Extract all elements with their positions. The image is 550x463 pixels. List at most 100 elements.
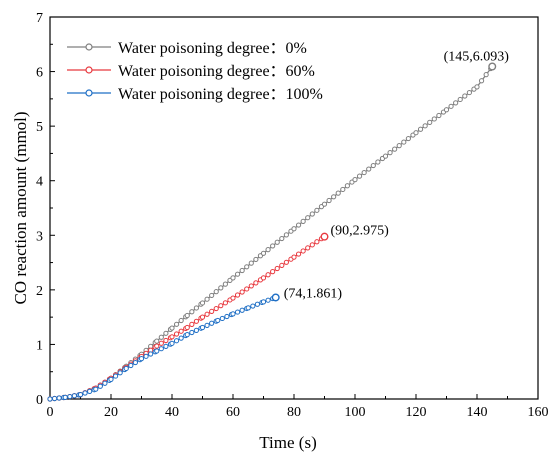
series-0-point-80	[375, 159, 381, 165]
series-0-point-82	[382, 153, 389, 159]
series-1-point-66	[314, 239, 320, 245]
series-0-point-44	[218, 285, 224, 291]
series-2-point-36	[184, 332, 190, 338]
series-0-point-90	[417, 126, 424, 132]
annotation-0: (145,6.093)	[444, 49, 510, 64]
series-0-point-66	[314, 207, 320, 213]
series-0-point-72	[340, 186, 346, 193]
series-1-point-33	[173, 331, 180, 337]
series-2-point-57	[265, 297, 271, 303]
series-0-point-43	[213, 289, 219, 295]
series-1-point-64	[305, 245, 311, 251]
x-tick-label-4: 80	[287, 405, 301, 420]
x-tick-label-6: 120	[406, 405, 427, 420]
series-2-point-33	[173, 338, 180, 344]
x-tick-label-1: 20	[104, 405, 118, 420]
x-axis-title: Time (s)	[259, 433, 316, 452]
legend-label-2: Water poisoning degree：100%	[118, 86, 323, 103]
series-2-point-53	[250, 303, 256, 309]
series-0-point-98	[453, 100, 459, 106]
series-1-endpoint	[320, 232, 329, 241]
series-1-point-51	[248, 283, 254, 289]
series-2-point-16	[108, 376, 114, 382]
series-2-point-18	[117, 370, 123, 376]
series-0-point-76	[356, 173, 363, 179]
series-2-point-30	[163, 343, 169, 349]
legend-marker-0	[85, 43, 93, 51]
series-2-point-2	[56, 395, 62, 401]
series-0-point-89	[413, 130, 419, 136]
series-2-endpoint	[271, 293, 280, 302]
series-0-point-48	[234, 271, 241, 277]
series-1-point-28	[154, 343, 160, 349]
series-2-point-5	[67, 393, 73, 400]
series-1-point-56	[270, 269, 276, 275]
series-0-point-32	[169, 325, 175, 331]
series-0-point-50	[244, 264, 250, 270]
series-1-point-42	[209, 308, 215, 315]
series-0-point-61	[291, 226, 297, 232]
series-0	[47, 62, 497, 402]
y-tick-label-0: 0	[36, 393, 43, 408]
x-tick-label-7: 140	[467, 405, 488, 420]
series-2-point-25	[143, 353, 149, 359]
series-2-point-46	[224, 313, 230, 320]
annotations-layer: (145,6.093) (90,2.975) (74,1.861)	[284, 49, 510, 301]
series-0-point-69	[326, 197, 332, 204]
series-1-point-41	[204, 311, 210, 317]
series-2-point-49	[234, 309, 241, 315]
series-1-point-50	[244, 286, 250, 292]
series-2-point-44	[215, 317, 221, 324]
series-2-point-6	[71, 393, 78, 399]
y-tick-label-4: 4	[36, 175, 43, 190]
series-1-point-40	[199, 314, 206, 320]
series-1-point-36	[184, 324, 190, 331]
series-0-point-54	[260, 250, 267, 256]
series-0-point-47	[230, 275, 236, 281]
series-0-point-87	[405, 135, 411, 142]
series-1-point-30	[163, 337, 169, 344]
series-0-point-55	[265, 247, 271, 253]
series-0-point-57	[274, 239, 280, 245]
series-0-point-83	[387, 150, 393, 156]
series-2-point-21	[128, 362, 134, 369]
series-2-point-9	[82, 390, 88, 396]
legend-marker-2	[85, 89, 93, 97]
legend-marker-1	[85, 66, 93, 74]
y-tick-label-2: 2	[36, 284, 43, 299]
series-2-point-26	[148, 351, 154, 357]
series-2-point-29	[158, 346, 164, 352]
series-2-point-38	[193, 327, 199, 333]
series-2-point-22	[132, 359, 138, 366]
series-0-point-59	[283, 232, 289, 238]
series-0-point-63	[300, 218, 306, 224]
series-1-point-63	[300, 248, 306, 254]
series-2-point-10	[87, 388, 93, 394]
series-0-point-97	[448, 103, 454, 109]
series-0-point-79	[370, 162, 376, 169]
series-0-point-58	[279, 235, 285, 242]
series-0-point-42	[209, 292, 215, 299]
series-1-point-55	[265, 272, 271, 278]
series-0-point-65	[309, 211, 315, 217]
series-1-point-37	[189, 321, 195, 327]
series-2-point-13	[97, 383, 103, 389]
series-0-point-62	[295, 222, 302, 228]
series-0-point-38	[193, 305, 199, 311]
series-0-endpoint	[488, 62, 497, 71]
series-2-point-54	[254, 301, 260, 307]
series-1-point-38	[193, 318, 199, 324]
series-1-point-32	[169, 334, 175, 340]
series-2-point-37	[189, 329, 195, 336]
series-0-point-78	[366, 166, 372, 172]
series-0-point-52	[253, 256, 259, 263]
series-2-point-56	[260, 299, 267, 305]
series-1-point-62	[295, 251, 302, 257]
series-0-point-103	[474, 84, 480, 90]
series-0-point-91	[422, 123, 428, 129]
series-0-point-71	[335, 190, 341, 196]
series-0-point-101	[466, 89, 472, 96]
series-0-point-56	[270, 243, 276, 249]
series-0-point-29	[158, 334, 164, 340]
series-2-point-17	[112, 373, 119, 379]
